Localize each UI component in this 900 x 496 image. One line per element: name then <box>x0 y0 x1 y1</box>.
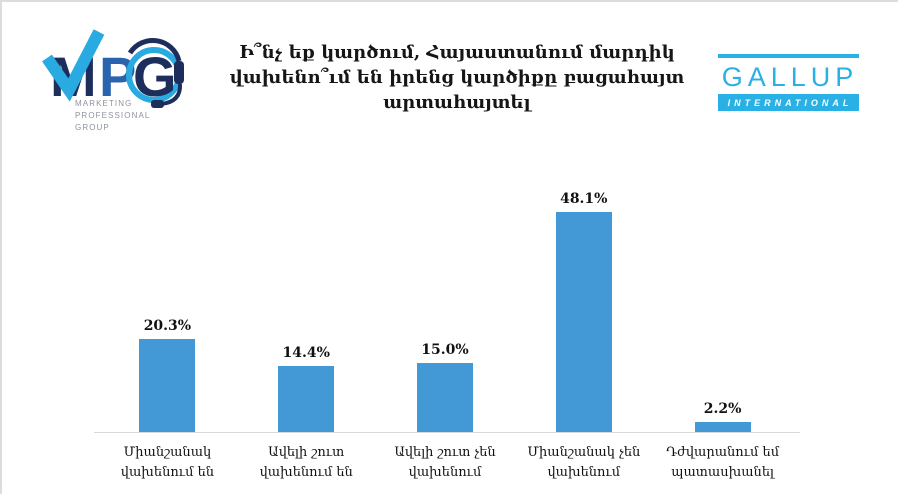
category-label: Ավելի շուտ չեն վախենում <box>394 445 496 480</box>
bar <box>555 212 612 432</box>
category-label: Ավելի շուտ վախենում են <box>259 445 353 480</box>
bar <box>694 422 751 432</box>
category-label: Միանշանակ վախենում են <box>120 445 215 480</box>
category-label: Միանշանակ չեն վախենում <box>527 445 641 480</box>
chart-title-line2: վախենո՞ւմ են իրենց կարծիքը բացահայտ <box>229 67 685 88</box>
bar <box>139 339 196 432</box>
headset-mic-boom-icon <box>160 83 183 106</box>
bar-value-label: 20.3% <box>143 318 192 334</box>
bar <box>278 366 335 432</box>
gallup-international-logo: GALLUP INTERNATIONAL <box>718 54 859 111</box>
mpg-tagline-line1: MARKETING <box>75 99 132 108</box>
headset-mic-icon <box>151 100 164 108</box>
mpg-check-icon <box>42 29 105 102</box>
bar-column: 20.3% <box>98 172 237 432</box>
mpg-logo: M P G MARKETING PROFESSIONAL GROUP <box>42 28 194 134</box>
mpg-tagline-line2: PROFESSIONAL <box>75 111 150 120</box>
chart-title-line1: Ի՞նչ եք կարծում, Հայաստանում մարդիկ <box>239 42 675 63</box>
bar-value-label: 2.2% <box>703 401 742 417</box>
gallup-top-bar <box>718 54 859 58</box>
bar-value-label: 48.1% <box>560 191 608 207</box>
category-label: Դժվարանում եմ պատասխանել <box>666 445 780 480</box>
bar-chart: 20.3% 14.4% 15.0% 48.1% 2.2% <box>98 172 792 432</box>
category-axis-labels: Միանշանակ վախենում են Ավելի շուտ վախենում… <box>98 443 792 483</box>
bar-column: 48.1% <box>514 172 653 432</box>
x-axis-line <box>94 432 800 433</box>
bar-column: 14.4% <box>237 172 376 432</box>
bar-column: 2.2% <box>653 172 792 432</box>
chart-title: Ի՞նչ եք կարծում, Հայաստանում մարդիկ վախե… <box>227 40 687 115</box>
headset-earpiece-icon <box>174 61 184 84</box>
bar <box>416 363 473 432</box>
mpg-letter-g: G <box>133 45 177 108</box>
chart-title-line3: արտահայտել <box>383 92 531 113</box>
gallup-subtitle: INTERNATIONAL <box>718 94 859 111</box>
bar-column: 15.0% <box>376 172 515 432</box>
bar-value-label: 15.0% <box>421 342 469 358</box>
headset-band-icon <box>127 38 182 62</box>
bar-value-label: 14.4% <box>282 345 330 361</box>
gallup-wordmark: GALLUP <box>721 62 859 92</box>
mpg-logo-graphic: M P G MARKETING PROFESSIONAL GROUP <box>42 29 184 132</box>
mpg-tagline-line3: GROUP <box>75 123 110 132</box>
